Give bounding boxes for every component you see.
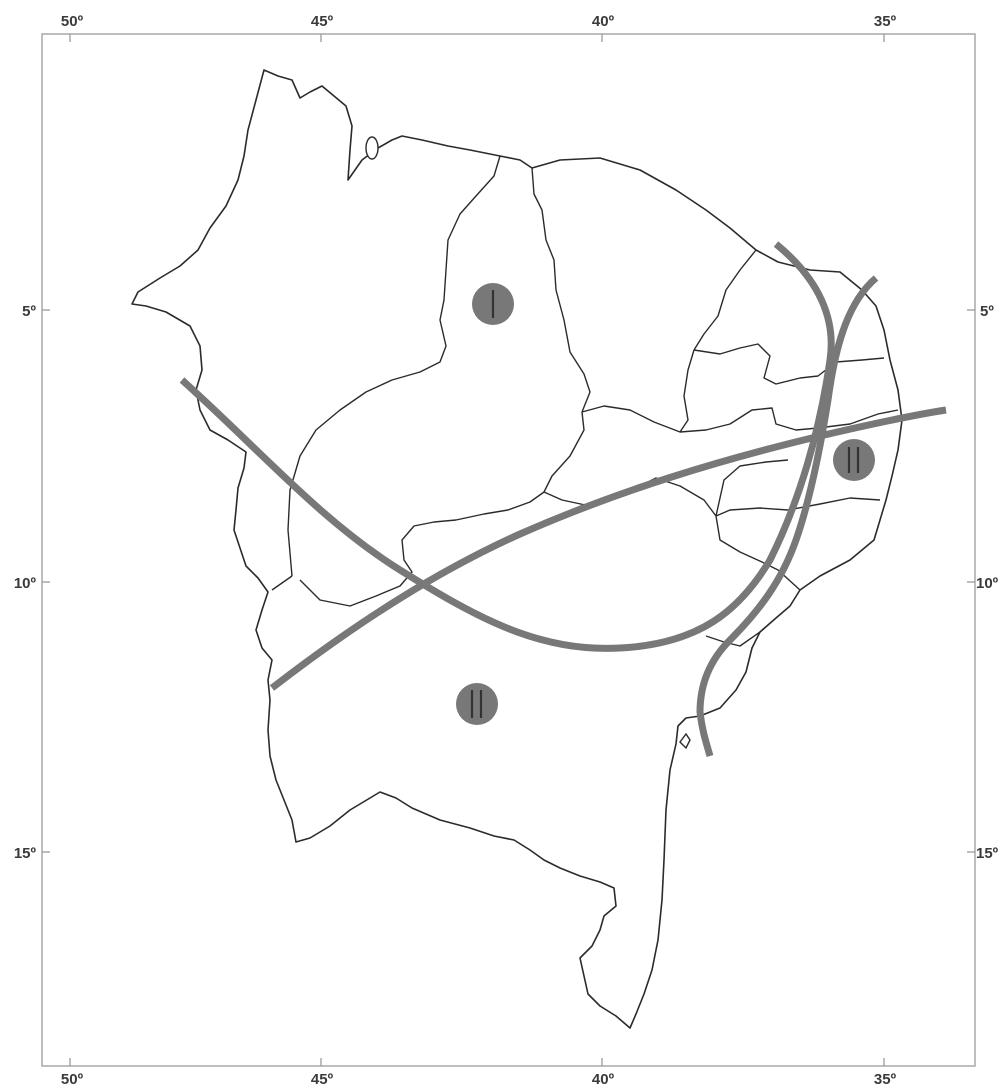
top-label-40: 40º [592,13,615,30]
top-longitude-labels: 50º 45º 40º 35º [61,13,897,30]
left-label-10: 10º [14,575,37,592]
zone-circle [456,683,498,725]
zone-marker-i-north [472,283,514,325]
bottom-longitude-labels: 50º 45º 40º 35º [61,1071,897,1088]
map-frame [41,33,976,1067]
bottom-label-50: 50º [61,1071,84,1088]
bottom-label-35: 35º [874,1071,897,1088]
graticule-ticks [42,34,975,1066]
bottom-label-45: 45º [311,1071,334,1088]
fault-line-east [696,275,879,757]
zone-marker-ii-south [456,683,498,725]
zone-marker-ii-east [833,439,875,481]
right-label-10: 10º [976,575,999,592]
island [679,732,691,750]
right-latitude-labels: 5º 10º 15º [976,303,999,862]
fault-line-nw-arc [179,241,835,652]
fault-line-transverse [269,406,947,691]
right-label-15: 15º [976,845,999,862]
top-label-50: 50º [61,13,84,30]
lake [365,136,379,160]
bottom-label-40: 40º [592,1071,615,1088]
left-latitude-labels: 5º 10º 15º [14,303,37,862]
zone-circle [833,439,875,481]
left-label-15: 15º [14,845,37,862]
right-label-5: 5º [980,303,994,320]
left-label-5: 5º [22,303,36,320]
fault-lines [179,241,947,757]
top-label-35: 35º [874,13,897,30]
region-outline [131,69,903,1029]
top-label-45: 45º [311,13,334,30]
